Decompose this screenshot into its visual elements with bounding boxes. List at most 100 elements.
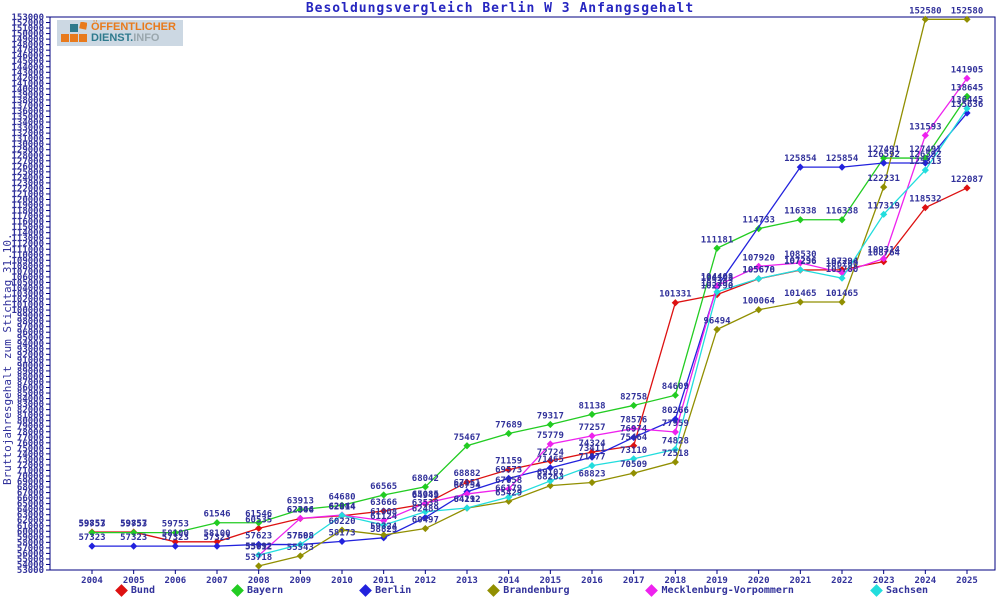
point-label-bayern: 75467 <box>453 433 480 443</box>
y-tick-label: 71000 <box>17 466 44 476</box>
series-line-mecklenburg-vorpommern <box>258 77 968 557</box>
x-tick-label: 2007 <box>206 576 228 586</box>
y-tick-label: 59000 <box>17 533 44 543</box>
data-point-sachsen <box>713 288 721 296</box>
point-label-mecklenburg-vorpommern: 65085 <box>412 490 439 500</box>
y-tick-label: 82000 <box>17 406 44 416</box>
data-point-mecklenburg-vorpommern <box>380 517 388 525</box>
y-tick-label: 105000 <box>11 278 44 288</box>
data-point-bund <box>630 442 638 450</box>
data-point-bayern <box>505 429 513 438</box>
y-tick-label: 143000 <box>11 68 44 78</box>
y-tick-label: 124000 <box>11 173 44 183</box>
point-label-bund: 59857 <box>78 519 105 529</box>
point-label-berlin: 126592 <box>867 150 900 160</box>
chart-title: Besoldungsvergleich Berlin W 3 Anfangsge… <box>305 1 695 16</box>
point-label-berlin: 67151 <box>453 479 480 489</box>
data-point-bayern <box>755 225 763 233</box>
data-point-bund <box>213 538 221 546</box>
point-label-berlin: 62489 <box>412 505 439 515</box>
legend-marker-bayern <box>231 584 244 597</box>
series-line-berlin <box>92 112 968 547</box>
y-tick-label: 53000 <box>17 566 44 576</box>
y-tick-label: 89000 <box>17 367 44 377</box>
point-label-bund: 60535 <box>245 515 272 525</box>
point-label-berlin: 58173 <box>328 528 355 538</box>
y-tick-label: 151000 <box>11 24 44 34</box>
point-label-bayern: 84609 <box>662 382 689 392</box>
data-point-berlin <box>130 542 138 550</box>
legend-marker-brandenburg <box>487 584 501 597</box>
data-point-brandenburg <box>838 298 846 306</box>
point-label-berlin: 57623 <box>245 531 272 541</box>
legend-item-bayern: Bayern <box>231 584 283 597</box>
point-label-brandenburg: 70509 <box>620 460 647 470</box>
y-tick-label: 139000 <box>11 90 44 100</box>
point-label-berlin: 126592 <box>909 150 942 160</box>
data-point-bund <box>463 478 471 486</box>
x-tick-label: 2008 <box>248 576 270 586</box>
x-tick-label: 2022 <box>831 576 853 586</box>
y-tick-label: 85000 <box>17 389 44 399</box>
x-tick-label: 2013 <box>456 576 478 586</box>
data-point-sachsen <box>921 166 929 174</box>
legend-label-bund: Bund <box>130 585 155 596</box>
legend-label-mecklenburg-vorpommern: Mecklenburg-Vorpommern <box>661 585 794 596</box>
data-point-sachsen <box>630 455 638 463</box>
x-tick-label: 2025 <box>956 576 978 586</box>
point-label-bayern: 127491 <box>909 145 942 155</box>
point-label-bund: 62306 <box>287 506 314 516</box>
point-label-mecklenburg-vorpommern: 75779 <box>537 431 564 441</box>
data-point-bayern <box>796 216 804 224</box>
y-tick-label: 101000 <box>11 301 44 311</box>
y-tick-label: 92000 <box>17 350 44 360</box>
y-tick-label: 107000 <box>11 267 44 277</box>
series-line-bayern <box>92 96 968 534</box>
data-point-berlin <box>213 542 221 550</box>
point-label-bayern: 66565 <box>370 482 397 492</box>
data-point-mecklenburg-vorpommern <box>588 432 596 440</box>
y-tick-label: 68000 <box>17 483 44 493</box>
data-point-bund <box>255 524 263 532</box>
data-point-bayern <box>213 519 221 527</box>
point-label-sachsen: 105678 <box>742 266 775 276</box>
point-label-bund: 58100 <box>162 529 189 539</box>
data-point-berlin <box>838 163 846 171</box>
point-label-berlin: 57323 <box>120 533 147 543</box>
data-point-bayern <box>338 501 346 510</box>
point-label-sachsen: 107296 <box>784 257 817 267</box>
data-point-sachsen <box>588 462 596 470</box>
data-point-brandenburg <box>713 325 721 334</box>
point-label-bund: 68882 <box>453 469 480 479</box>
logo-line2b: INFO <box>133 32 160 44</box>
x-tick-label: 2004 <box>81 576 103 586</box>
data-point-sachsen <box>338 511 346 519</box>
y-tick-label: 54000 <box>17 560 44 570</box>
data-point-sachsen <box>463 504 471 512</box>
data-point-bayern <box>380 491 388 499</box>
legend-item-bund: Bund <box>115 584 155 597</box>
data-point-bayern <box>588 410 596 418</box>
y-tick-label: 125000 <box>11 168 44 178</box>
point-label-berlin: 80266 <box>662 406 689 416</box>
oeffentlicher-dienst-logo[interactable]: ÖFFENTLICHER DIENST.INFO <box>57 20 183 46</box>
data-point-bayern <box>921 154 929 162</box>
point-label-sachsen: 103293 <box>701 279 734 289</box>
point-label-mecklenburg-vorpommern: 141905 <box>951 65 984 75</box>
legend-marker-berlin <box>359 584 372 597</box>
data-point-sachsen <box>880 210 888 218</box>
point-label-bayern: 64680 <box>328 492 355 502</box>
data-point-bund <box>588 448 596 456</box>
point-label-bund: 102790 <box>701 282 734 292</box>
y-tick-label: 127000 <box>11 157 44 167</box>
point-label-berlin: 57323 <box>78 533 105 543</box>
data-point-brandenburg <box>963 15 971 23</box>
x-tick-label: 2021 <box>789 576 811 586</box>
y-tick-label: 123000 <box>11 179 44 189</box>
data-point-sachsen <box>421 508 429 516</box>
y-tick-label: 94000 <box>17 339 44 349</box>
point-label-sachsen: 136445 <box>951 96 984 106</box>
point-label-berlin: 69573 <box>495 465 522 475</box>
point-label-sachsen: 125313 <box>909 157 942 167</box>
